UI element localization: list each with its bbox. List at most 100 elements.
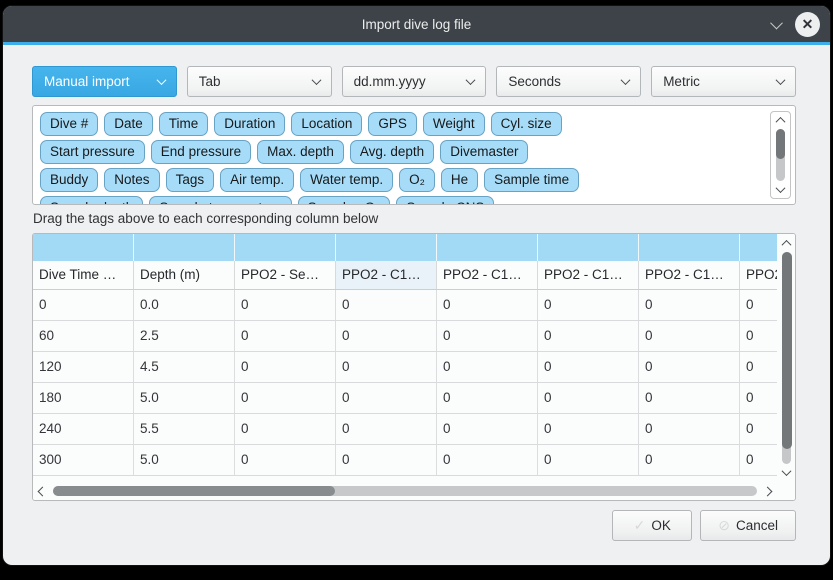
table-horizontal-scrollbar[interactable] bbox=[33, 482, 777, 500]
tag-o[interactable]: O₂ bbox=[399, 168, 435, 192]
table-cell: 0 bbox=[336, 321, 437, 351]
drop-target-cell[interactable] bbox=[235, 234, 336, 261]
table-cell: 0 bbox=[437, 445, 538, 475]
combo-date-format[interactable]: dd.mm.yyyy bbox=[341, 66, 487, 97]
table-cell: 0 bbox=[336, 290, 437, 320]
table-cell: 0 bbox=[538, 445, 639, 475]
table-cell: 0 bbox=[235, 445, 336, 475]
accent-line bbox=[3, 42, 830, 45]
tag-sample-time[interactable]: Sample time bbox=[484, 168, 580, 192]
table-row: 300 5.0 0 0 0 0 0 0 bbox=[33, 445, 777, 476]
table-cell: 0 bbox=[437, 414, 538, 444]
tag-max-depth[interactable]: Max. depth bbox=[257, 140, 344, 164]
tag-end-pressure[interactable]: End pressure bbox=[150, 140, 252, 164]
import-preview-table: Dive Time … Depth (m) PPO2 - Se… PPO2 - C1…… bbox=[32, 233, 796, 501]
scroll-up-icon[interactable] bbox=[775, 116, 786, 127]
table-row: 60 2.5 0 0 0 0 0 0 bbox=[33, 321, 777, 352]
chevron-down-icon bbox=[156, 75, 167, 86]
table-cell: 0 bbox=[336, 445, 437, 475]
tag-tags[interactable]: Tags bbox=[165, 168, 215, 192]
table-cell: 0 bbox=[740, 290, 777, 320]
combo-row: Manual import Tab dd.mm.yyyy Seconds Metric bbox=[32, 66, 796, 97]
tag-divemaster[interactable]: Divemaster bbox=[440, 140, 529, 164]
table-cell: 0 bbox=[639, 445, 740, 475]
drop-target-cell[interactable] bbox=[437, 234, 538, 261]
tag-panel-scrollbar[interactable] bbox=[770, 111, 791, 199]
tag-time[interactable]: Time bbox=[158, 112, 209, 136]
combo-value: Manual import bbox=[44, 74, 130, 89]
table-cell: 0 bbox=[437, 383, 538, 413]
combo-field-separator[interactable]: Tab bbox=[186, 66, 332, 97]
tag-air-temp[interactable]: Air temp. bbox=[220, 168, 295, 192]
drop-target-cell[interactable] bbox=[33, 234, 134, 261]
scrollbar-thumb[interactable] bbox=[53, 486, 335, 496]
tag-water-temp[interactable]: Water temp. bbox=[300, 168, 394, 192]
table-cell: 5.5 bbox=[134, 414, 235, 444]
scroll-down-icon[interactable] bbox=[775, 183, 786, 194]
drag-hint-label: Drag the tags above to each correspondin… bbox=[33, 211, 379, 226]
column-header[interactable]: PPO2 - C1… bbox=[336, 261, 437, 289]
table-cell: 0 bbox=[740, 383, 777, 413]
scroll-down-icon[interactable] bbox=[781, 466, 791, 477]
combo-import-source[interactable]: Manual import bbox=[32, 66, 177, 97]
combo-units-system[interactable]: Metric bbox=[651, 66, 796, 97]
close-button[interactable]: ✕ bbox=[795, 11, 820, 37]
scrollbar-corner bbox=[777, 482, 795, 500]
combo-duration-format[interactable]: Seconds bbox=[496, 66, 642, 97]
ok-button[interactable]: ✓ OK bbox=[612, 510, 693, 541]
tag-sample-temperature[interactable]: Sample temperature bbox=[149, 196, 292, 204]
table-cell: 5.0 bbox=[134, 383, 235, 413]
tag-duration[interactable]: Duration bbox=[214, 112, 286, 136]
titlebar[interactable]: Import dive log file ✕ bbox=[3, 6, 830, 42]
import-dialog-window: Import dive log file ✕ Manual import Tab d… bbox=[2, 5, 831, 566]
cancel-icon: ⊘ bbox=[718, 517, 730, 533]
scroll-right-icon[interactable] bbox=[762, 486, 773, 496]
tag-gps[interactable]: GPS bbox=[368, 112, 417, 136]
chevron-down-icon bbox=[311, 75, 322, 86]
tag-sample-po[interactable]: Sample pO₂ bbox=[297, 196, 391, 204]
column-header[interactable]: PPO2 - C1… bbox=[538, 261, 639, 289]
column-header[interactable]: PPO2 - C1… bbox=[639, 261, 740, 289]
table-cell: 0.0 bbox=[134, 290, 235, 320]
column-header[interactable]: Dive Time … bbox=[33, 261, 134, 289]
combo-value: Tab bbox=[198, 74, 221, 89]
tag-avg-depth[interactable]: Avg. depth bbox=[349, 140, 435, 164]
drop-target-cell[interactable] bbox=[740, 234, 777, 261]
scroll-up-icon[interactable] bbox=[781, 239, 791, 250]
scrollbar-track[interactable] bbox=[776, 129, 785, 181]
scrollbar-track[interactable] bbox=[53, 486, 757, 496]
table-cell: 120 bbox=[33, 352, 134, 382]
table-cell: 0 bbox=[740, 414, 777, 444]
tag-sample-depth[interactable]: Sample depth bbox=[40, 196, 144, 204]
tag-dive[interactable]: Dive # bbox=[40, 112, 99, 136]
dialog-buttons: ✓ OK ⊘ Cancel bbox=[32, 510, 796, 541]
tag-sample-cns[interactable]: Sample CNS bbox=[396, 196, 495, 204]
tag-start-pressure[interactable]: Start pressure bbox=[40, 140, 145, 164]
cancel-button[interactable]: ⊘ Cancel bbox=[700, 510, 796, 541]
tag-buddy[interactable]: Buddy bbox=[40, 168, 99, 192]
tag-weight[interactable]: Weight bbox=[422, 112, 485, 136]
scroll-left-icon[interactable] bbox=[37, 486, 48, 496]
chevron-down-icon[interactable] bbox=[770, 16, 783, 29]
table-cell: 0 bbox=[235, 321, 336, 351]
column-header[interactable]: PPO2 - C1… bbox=[437, 261, 538, 289]
tag-row: Sample depth Sample temperature Sample pO₂… bbox=[40, 196, 788, 204]
column-header[interactable]: PPO2 - Se… bbox=[235, 261, 336, 289]
tag-notes[interactable]: Notes bbox=[104, 168, 160, 192]
tag-date[interactable]: Date bbox=[104, 112, 153, 136]
tag-location[interactable]: Location bbox=[291, 112, 363, 136]
tag-row: Dive # Date Time Duration Location GPS Weight C… bbox=[40, 112, 788, 136]
drop-target-cell[interactable] bbox=[336, 234, 437, 261]
tag-he[interactable]: He bbox=[440, 168, 479, 192]
table-vertical-scrollbar[interactable] bbox=[777, 234, 795, 482]
tag-cyl-size[interactable]: Cyl. size bbox=[490, 112, 562, 136]
scrollbar-thumb[interactable] bbox=[781, 252, 792, 450]
drop-target-cell[interactable] bbox=[538, 234, 639, 261]
drop-target-cell[interactable] bbox=[639, 234, 740, 261]
scrollbar-track[interactable] bbox=[781, 252, 792, 464]
column-header[interactable]: PPO2 - C1… bbox=[740, 261, 777, 289]
column-header[interactable]: Depth (m) bbox=[134, 261, 235, 289]
drop-target-cell[interactable] bbox=[134, 234, 235, 261]
cancel-button-label: Cancel bbox=[735, 518, 778, 533]
scrollbar-thumb[interactable] bbox=[776, 129, 785, 160]
